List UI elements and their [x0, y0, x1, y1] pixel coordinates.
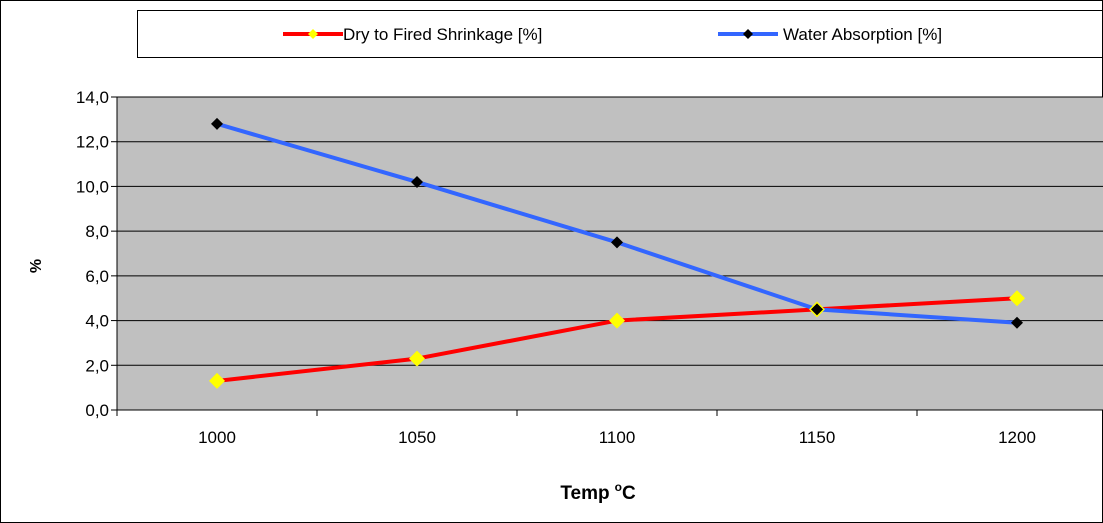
x-tick-label: 1000 [198, 428, 236, 447]
plot-area [117, 97, 1103, 410]
data-point-shrinkage [209, 372, 225, 389]
y-tick-label: 6,0 [85, 267, 109, 286]
data-point-water-absorption [411, 175, 423, 188]
y-tick-label: 14,0 [76, 88, 109, 107]
data-point-water-absorption [211, 117, 223, 130]
legend-item-shrinkage: Dry to Fired Shrinkage [%] [283, 25, 542, 44]
y-tick-label: 12,0 [76, 133, 109, 152]
legend-box [137, 10, 1103, 58]
legend-marker-shrinkage [308, 29, 318, 39]
y-tick-label: 10,0 [76, 177, 109, 196]
y-tick-label: 2,0 [85, 356, 109, 375]
legend-label-shrinkage: Dry to Fired Shrinkage [%] [343, 25, 542, 44]
y-tick-label: 0,0 [85, 401, 109, 420]
data-point-shrinkage [609, 312, 625, 329]
x-axis-title-unit: C [622, 483, 636, 504]
x-axis-ticks: 1000 1050 1100 1150 1200 [116, 410, 1036, 447]
legend-label-water-absorption: Water Absorption [%] [783, 25, 942, 44]
series-layer [209, 117, 1025, 389]
legend-item-water-absorption: Water Absorption [%] [718, 25, 942, 44]
y-tick-label: 4,0 [85, 312, 109, 331]
data-point-shrinkage [409, 350, 425, 367]
data-point-water-absorption [611, 236, 623, 249]
x-tick-label: 1050 [398, 428, 436, 447]
data-point-shrinkage [1009, 290, 1025, 307]
axes [116, 97, 1103, 411]
legend: Dry to Fired Shrinkage [%] Water Absorpt… [137, 10, 1103, 58]
y-axis-title: % [28, 259, 45, 273]
x-axis-title-degree: o [615, 480, 622, 494]
x-tick-label: 1100 [599, 428, 636, 447]
x-tick-label: 1200 [998, 428, 1036, 447]
data-point-water-absorption [1011, 316, 1023, 329]
data-point-water-absorption [811, 303, 823, 316]
x-axis-title-main: Temp [560, 483, 609, 504]
x-axis-title: Temp oC [560, 480, 636, 504]
legend-marker-water-absorption [743, 29, 753, 39]
y-tick-label: 8,0 [85, 222, 109, 241]
x-tick-label: 1150 [799, 428, 836, 447]
y-axis-ticks: 0,0 2,0 4,0 6,0 8,0 10,0 12,0 14,0 [76, 88, 117, 420]
